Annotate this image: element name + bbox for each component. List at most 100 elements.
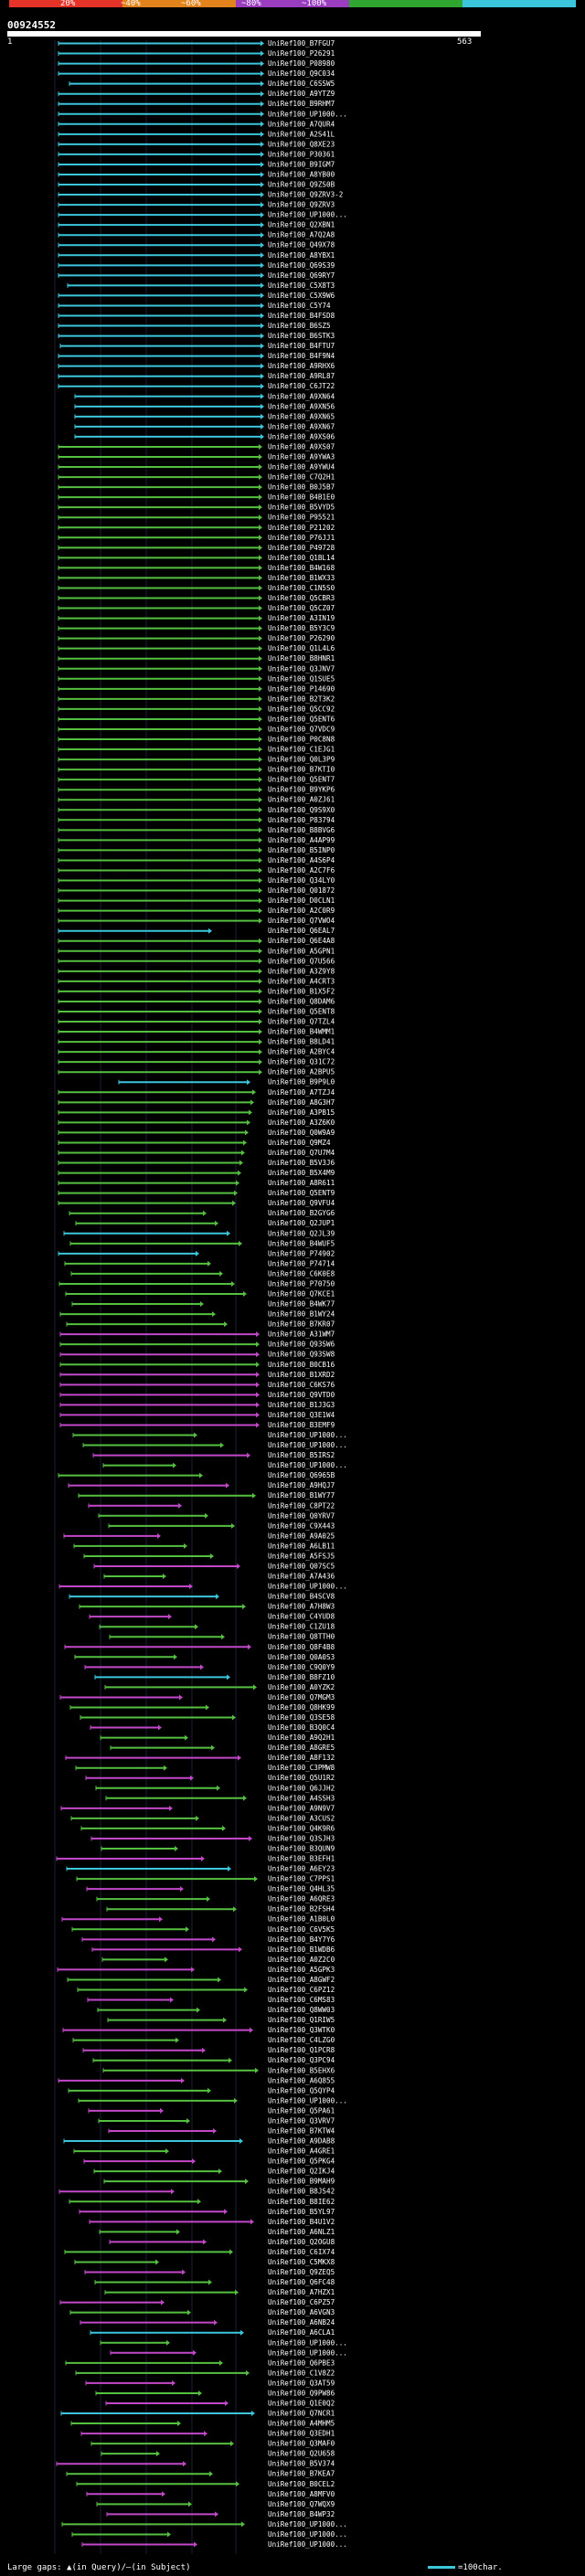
hit-label[interactable]: UniRef100_A9DAB8 (268, 2137, 335, 2146)
hit-label[interactable]: UniRef100_A8F132 (268, 1754, 335, 1762)
hit-label[interactable]: UniRef100_UP1000... (268, 1441, 347, 1449)
hit-label[interactable]: UniRef100_C8PT22 (268, 1501, 335, 1510)
hit-label[interactable]: UniRef100_B6SZ5 (268, 322, 331, 330)
hit-label[interactable]: UniRef100_B9RHM7 (268, 100, 335, 108)
hit-label[interactable]: UniRef100_B6STK3 (268, 332, 335, 340)
hit-label[interactable]: UniRef100_C6MS83 (268, 1996, 335, 2004)
hit-label[interactable]: UniRef100_B5Y3C9 (268, 624, 335, 632)
hit-label[interactable]: UniRef100_Q69RY7 (268, 271, 335, 280)
hit-label[interactable]: UniRef100_P74714 (268, 1259, 335, 1267)
hit-label[interactable]: UniRef100_A9XS06 (268, 432, 335, 440)
hit-label[interactable]: UniRef100_B4WUF5 (268, 1239, 335, 1247)
hit-label[interactable]: UniRef100_Q2JL39 (268, 1229, 335, 1237)
hit-label[interactable]: UniRef100_Q5U1R2 (268, 1774, 335, 1782)
hit-label[interactable]: UniRef100_B8FZ10 (268, 1673, 335, 1681)
hit-label[interactable]: UniRef100_Q7VDC9 (268, 725, 335, 733)
hit-label[interactable]: UniRef100_B8LD41 (268, 1038, 335, 1046)
hit-label[interactable]: UniRef100_UP1000... (268, 2348, 347, 2357)
hit-label[interactable]: UniRef100_Q3EDH1 (268, 2430, 335, 2438)
hit-label[interactable]: UniRef100_A9N9V7 (268, 1804, 335, 1812)
hit-label[interactable]: UniRef100_C1EJG1 (268, 746, 335, 754)
hit-label[interactable]: UniRef100_Q0L3P9 (268, 756, 335, 764)
hit-label[interactable]: UniRef100_P0C8N8 (268, 736, 335, 744)
hit-label[interactable]: UniRef100_A9XN67 (268, 422, 335, 430)
hit-label[interactable]: UniRef100_C6PZ12 (268, 1986, 335, 1994)
hit-label[interactable]: UniRef100_B8JS42 (268, 2188, 335, 2196)
hit-label[interactable]: UniRef100_A3IN19 (268, 614, 335, 622)
hit-label[interactable]: UniRef100_C4LZG0 (268, 2036, 335, 2044)
hit-label[interactable]: UniRef100_A4AP99 (268, 836, 335, 844)
hit-label[interactable]: UniRef100_B1XRD2 (268, 1371, 335, 1379)
hit-label[interactable]: UniRef100_A2BPU5 (268, 1068, 335, 1076)
hit-label[interactable]: UniRef100_Q93SW6 (268, 1341, 335, 1349)
hit-label[interactable]: UniRef100_Q8TTH0 (268, 1633, 335, 1641)
hit-label[interactable]: UniRef100_Q7MGM3 (268, 1693, 335, 1701)
hit-label[interactable]: UniRef100_Q3SE58 (268, 1713, 335, 1722)
hit-label[interactable]: UniRef100_P83794 (268, 816, 335, 824)
hit-label[interactable]: UniRef100_Q49X78 (268, 241, 335, 249)
hit-label[interactable]: UniRef100_A7A436 (268, 1573, 335, 1581)
hit-label[interactable]: UniRef100_A8GWF2 (268, 1976, 335, 1984)
hit-label[interactable]: UniRef100_A1B0L0 (268, 1915, 335, 1924)
hit-label[interactable]: UniRef100_Q6JJH2 (268, 1784, 335, 1792)
hit-label[interactable]: UniRef100_Q34LY0 (268, 876, 335, 885)
hit-label[interactable]: UniRef100_A2C0R9 (268, 906, 335, 915)
hit-label[interactable]: UniRef100_B5INP0 (268, 846, 335, 854)
hit-label[interactable]: UniRef100_B9MAH9 (268, 2178, 335, 2186)
hit-label[interactable]: UniRef100_B5YL97 (268, 2208, 335, 2216)
hit-label[interactable]: UniRef100_P26290 (268, 634, 335, 642)
hit-label[interactable]: UniRef100_C1N5S0 (268, 584, 335, 592)
hit-label[interactable]: UniRef100_C6JT22 (268, 382, 335, 390)
hit-label[interactable]: UniRef100_P08980 (268, 59, 335, 68)
hit-label[interactable]: UniRef100_B1WX33 (268, 574, 335, 582)
hit-label[interactable]: UniRef100_Q5ENT6 (268, 715, 335, 723)
hit-label[interactable]: UniRef100_B7KEA7 (268, 2470, 335, 2478)
hit-label[interactable]: UniRef100_A3Z6K0 (268, 1118, 335, 1127)
hit-label[interactable]: UniRef100_C5MKX8 (268, 2258, 335, 2266)
hit-label[interactable]: UniRef100_B5V374 (268, 2460, 335, 2468)
hit-label[interactable]: UniRef100_B7KTI0 (268, 766, 335, 774)
hit-label[interactable]: UniRef100_A0Z2C0 (268, 1956, 335, 1964)
hit-label[interactable]: UniRef100_B1WY77 (268, 1491, 335, 1500)
hit-label[interactable]: UniRef100_A6EY23 (268, 1865, 335, 1873)
hit-label[interactable]: UniRef100_Q4HL35 (268, 1885, 335, 1893)
hit-label[interactable]: UniRef100_Q8DAM6 (268, 997, 335, 1005)
hit-label[interactable]: UniRef100_A4CRT3 (268, 977, 335, 985)
hit-label[interactable]: UniRef100_A6QRE3 (268, 1895, 335, 1903)
hit-label[interactable]: UniRef100_A7HZX1 (268, 2288, 335, 2296)
hit-label[interactable]: UniRef100_B4FSD8 (268, 312, 335, 320)
hit-label[interactable]: UniRef100_B1J3G3 (268, 1401, 335, 1409)
hit-label[interactable]: UniRef100_Q7KCE1 (268, 1290, 335, 1299)
hit-label[interactable]: UniRef100_B1WDB6 (268, 1945, 335, 1954)
hit-label[interactable]: UniRef100_C9Q0Y9 (268, 1663, 335, 1671)
hit-label[interactable]: UniRef100_Q9PW86 (268, 2389, 335, 2397)
hit-label[interactable]: UniRef100_C6KS76 (268, 1381, 335, 1389)
hit-label[interactable]: UniRef100_A9XN56 (268, 402, 335, 410)
hit-label[interactable]: UniRef100_C7Q2H1 (268, 473, 335, 482)
hit-label[interactable]: UniRef100_Q93SW8 (268, 1351, 335, 1359)
hit-label[interactable]: UniRef100_P70750 (268, 1279, 335, 1288)
hit-label[interactable]: UniRef100_A5GPK3 (268, 1966, 335, 1974)
hit-label[interactable]: UniRef100_Q3PC94 (268, 2056, 335, 2064)
hit-label[interactable]: UniRef100_A6LB11 (268, 1542, 335, 1550)
hit-label[interactable]: UniRef100_A9YWU4 (268, 463, 335, 472)
hit-label[interactable]: UniRef100_B4WK77 (268, 1300, 335, 1309)
hit-label[interactable]: UniRef100_B0J5B7 (268, 483, 335, 492)
hit-label[interactable]: UniRef100_Q9C034 (268, 69, 335, 78)
hit-label[interactable]: UniRef100_Q6FC48 (268, 2278, 335, 2286)
hit-label[interactable]: UniRef100_A6Q855 (268, 2076, 335, 2084)
hit-label[interactable]: UniRef100_Q5PA61 (268, 2106, 335, 2115)
hit-label[interactable]: UniRef100_Q7WQX9 (268, 2500, 335, 2508)
hit-label[interactable]: UniRef100_Q9MZ4 (268, 1139, 331, 1147)
hit-label[interactable]: UniRef100_Q7VWO4 (268, 917, 335, 925)
hit-label[interactable]: UniRef100_A2C7F6 (268, 866, 335, 875)
hit-label[interactable]: UniRef100_Q5QYP4 (268, 2086, 335, 2094)
hit-label[interactable]: UniRef100_Q5PKG4 (268, 2157, 335, 2166)
hit-label[interactable]: UniRef100_C9X443 (268, 1521, 335, 1530)
hit-label[interactable]: UniRef100_Q9ZEQ5 (268, 2268, 335, 2276)
hit-label[interactable]: UniRef100_B1X5F2 (268, 987, 335, 995)
hit-label[interactable]: UniRef100_P26291 (268, 49, 335, 58)
hit-label[interactable]: UniRef100_Q3VRV7 (268, 2116, 335, 2125)
hit-label[interactable]: UniRef100_B2T3K2 (268, 694, 335, 703)
hit-label[interactable]: UniRef100_UP1000... (268, 2530, 347, 2539)
